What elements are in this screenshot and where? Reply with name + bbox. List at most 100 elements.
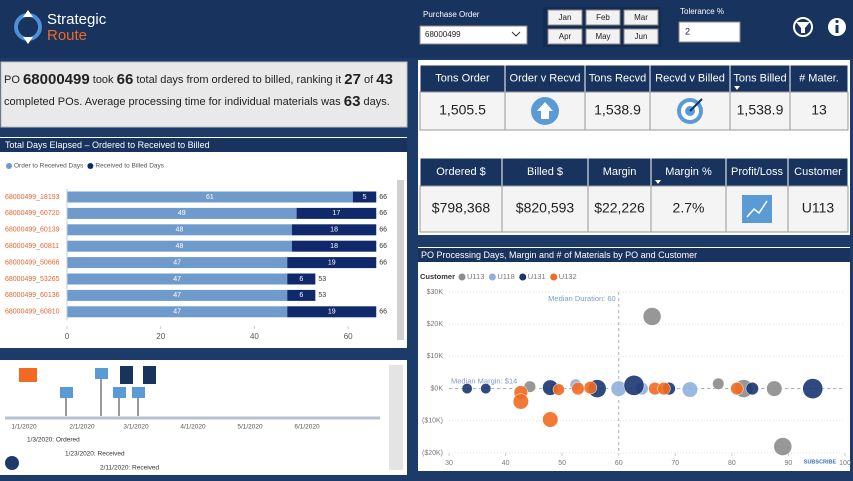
bar-segment (296, 207, 377, 219)
table-header: Ordered $ (436, 166, 486, 178)
bar-value-label: 17 (333, 210, 341, 217)
tolerance-input[interactable] (678, 21, 741, 43)
info-icon[interactable] (828, 18, 846, 36)
scatter-panel (418, 247, 850, 471)
bar-segment (291, 224, 377, 236)
help-icon[interactable] (5, 456, 19, 470)
table-header-cell (729, 64, 791, 93)
scatter-point (745, 381, 759, 396)
table-header: # Mater. (799, 72, 839, 84)
event-icon-receipt (132, 387, 145, 398)
table-value: 2.7% (673, 200, 705, 216)
table-header: Tons Recvd (589, 72, 646, 84)
table-cell (419, 185, 503, 233)
subscribe-label: SUBSCRIBE (804, 459, 837, 465)
filter-funnel[interactable] (796, 22, 810, 33)
table-value: $22,226 (594, 200, 645, 216)
summary-text: took (90, 74, 117, 86)
logo-bottom: Route (47, 27, 87, 44)
month-button[interactable] (623, 28, 659, 45)
bar-segment (287, 289, 316, 301)
scatter-point (712, 377, 725, 390)
month-button[interactable] (585, 28, 621, 45)
event-icon-receipt (95, 368, 108, 379)
x-tick-label: 0 (65, 332, 70, 341)
table-header-cell (587, 157, 652, 187)
bar-value-label: 47 (173, 309, 181, 316)
month-label: Apr (559, 32, 572, 41)
logo-gap (25, 8, 31, 46)
bar-value-label: 19 (328, 309, 336, 316)
total-label: 66 (379, 309, 387, 316)
logo-icon (14, 8, 42, 46)
po-label: Purchase Order (423, 10, 480, 19)
bar-value-label: 47 (173, 259, 181, 266)
table-cell (789, 91, 849, 131)
bar-segment (67, 224, 292, 236)
summary-line: PO 68000499 took 66 total days from orde… (4, 71, 393, 88)
month-button[interactable] (585, 9, 621, 26)
bar-segment (67, 306, 288, 318)
filter-ring[interactable] (793, 17, 813, 37)
month-label: Jan (559, 13, 572, 22)
scatter-point (681, 381, 699, 398)
icon-line (746, 200, 768, 218)
category-label: 68000499_60811 (5, 243, 59, 250)
summary-text: total days from ordered to billed, ranki… (133, 74, 344, 86)
summary-value: 63 (344, 93, 361, 110)
scatter-point (512, 393, 529, 410)
x-tick-label: 50 (558, 460, 566, 467)
category-label: 68000499_60136 (5, 292, 60, 299)
scatter-point (552, 383, 565, 396)
table-value: U113 (802, 200, 835, 216)
po-chevron[interactable] (511, 31, 521, 37)
legend-marker (550, 273, 558, 281)
scrollbar (389, 365, 403, 470)
event-icon-document (143, 366, 156, 384)
info-dot[interactable] (835, 19, 839, 24)
month-button[interactable] (547, 9, 583, 26)
month-label: Feb (596, 13, 610, 22)
bar-value-label: 6 (299, 292, 303, 299)
x-tick-label: 100 (839, 460, 851, 467)
scatter-point (773, 437, 793, 456)
month-button[interactable] (623, 9, 659, 26)
timeline-date: 5/1/2020 (237, 424, 263, 431)
month-button[interactable] (547, 28, 583, 45)
bar-segment (287, 306, 377, 318)
summary-value: 66 (117, 71, 134, 88)
scatter-point (766, 380, 783, 397)
scatter-point (571, 381, 585, 396)
table-header: Recvd v Billed (655, 72, 725, 84)
category-label: 68000499_18193 (5, 194, 60, 201)
scrollbar (397, 180, 404, 340)
filter-icon[interactable] (793, 17, 813, 37)
table-cell (419, 91, 506, 131)
scatter-point (542, 411, 559, 428)
bar-segment (67, 257, 288, 269)
total-label: 66 (379, 194, 387, 201)
table-header-cell (789, 64, 849, 93)
y-tick-label: $0K (431, 385, 444, 392)
table-header-cell (787, 157, 849, 187)
po-value: 68000499 (425, 30, 461, 39)
y-tick-label: $30K (427, 289, 444, 296)
x-tick-label: 80 (728, 460, 736, 467)
table-value: $798,368 (432, 200, 491, 216)
scatter-point (657, 381, 671, 396)
month-label: May (595, 32, 610, 41)
help-circle[interactable] (5, 456, 19, 470)
info-bar[interactable] (835, 25, 839, 33)
event-icon-receipt (113, 387, 126, 398)
po-select[interactable] (419, 25, 528, 45)
event-icon-document (120, 366, 133, 384)
legend-label: Order to Received Days (14, 163, 84, 170)
event-icon-receipt (60, 387, 73, 398)
x-tick-label: 40 (502, 460, 510, 467)
scatter-point (480, 383, 492, 395)
table-header: Order v Recvd (510, 72, 581, 84)
summary-value: 68000499 (23, 71, 90, 88)
chart-title: PO Processing Days, Margin and # of Mate… (421, 250, 697, 260)
total-label: 66 (379, 243, 387, 250)
